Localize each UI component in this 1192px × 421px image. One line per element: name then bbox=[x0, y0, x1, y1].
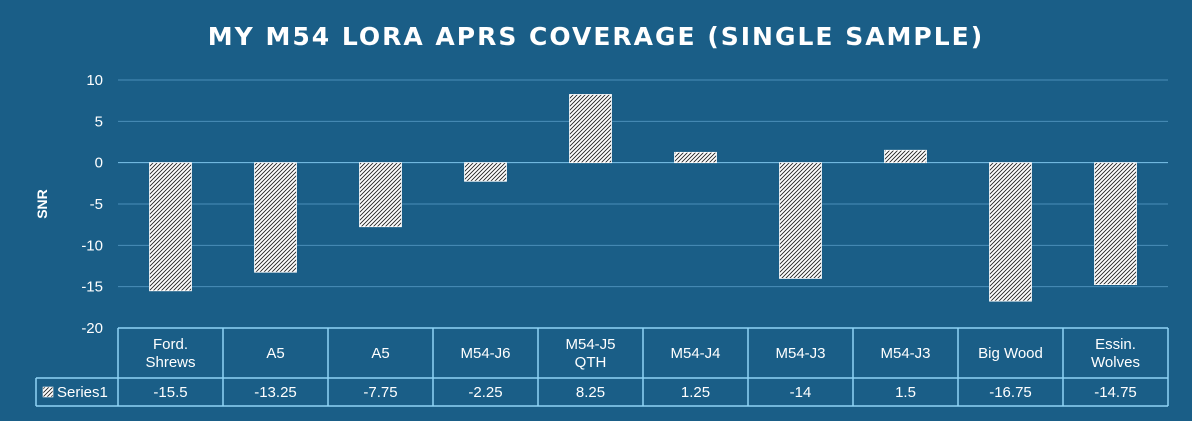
category-label: M54-J3 bbox=[775, 345, 825, 362]
data-label: -13.25 bbox=[254, 384, 297, 401]
bar bbox=[884, 149, 927, 164]
y-tick-label: -5 bbox=[90, 196, 103, 213]
y-tick-label: -15 bbox=[81, 279, 103, 296]
data-label: -14 bbox=[790, 384, 812, 401]
y-tick-labels: 10 5 0 -5 -10 -15 -20 bbox=[81, 72, 103, 337]
data-label: -15.5 bbox=[153, 384, 187, 401]
category-label: Big Wood bbox=[978, 345, 1043, 362]
bar bbox=[149, 162, 192, 292]
legend-label: Series1 bbox=[57, 384, 108, 401]
category-label: M54-J6 bbox=[460, 345, 510, 362]
category-label: Ford. bbox=[153, 336, 188, 353]
y-tick-label: -20 bbox=[81, 320, 103, 337]
bar bbox=[1094, 162, 1137, 286]
category-label: Essin. bbox=[1095, 336, 1136, 353]
data-label: -16.75 bbox=[989, 384, 1032, 401]
category-label: Wolves bbox=[1091, 354, 1140, 371]
category-label: A5 bbox=[266, 345, 284, 362]
y-tick-label: 10 bbox=[86, 72, 103, 89]
bar bbox=[359, 162, 402, 228]
category-label: M54-J3 bbox=[880, 345, 930, 362]
y-tick-label: 0 bbox=[95, 155, 103, 172]
data-label: -2.25 bbox=[468, 384, 502, 401]
data-label: -7.75 bbox=[363, 384, 397, 401]
data-label: -14.75 bbox=[1094, 384, 1137, 401]
category-label: Shrews bbox=[145, 354, 195, 371]
bar bbox=[569, 94, 612, 164]
bar bbox=[989, 162, 1032, 302]
bar bbox=[464, 162, 507, 182]
y-tick-label: 5 bbox=[95, 113, 103, 130]
category-label: M54-J4 bbox=[670, 345, 720, 362]
data-label: 1.25 bbox=[681, 384, 710, 401]
bar bbox=[254, 162, 297, 273]
bars bbox=[149, 94, 1137, 302]
category-label: M54-J5 bbox=[565, 336, 615, 353]
data-label: 8.25 bbox=[576, 384, 605, 401]
category-label: A5 bbox=[371, 345, 389, 362]
chart-title: MY M54 LORA APRS COVERAGE (SINGLE SAMPLE… bbox=[208, 22, 984, 51]
data-label: 1.5 bbox=[895, 384, 916, 401]
bar bbox=[779, 162, 822, 279]
category-label: QTH bbox=[575, 354, 607, 371]
y-tick-label: -10 bbox=[81, 237, 103, 254]
y-axis-label: SNR bbox=[34, 189, 50, 219]
data-table: Ford.Shrews -15.5 A5 -13.25 A5 -7.75 M54-J6 -2.… bbox=[35, 327, 1169, 407]
legend-key bbox=[42, 386, 54, 398]
bar bbox=[674, 151, 717, 164]
